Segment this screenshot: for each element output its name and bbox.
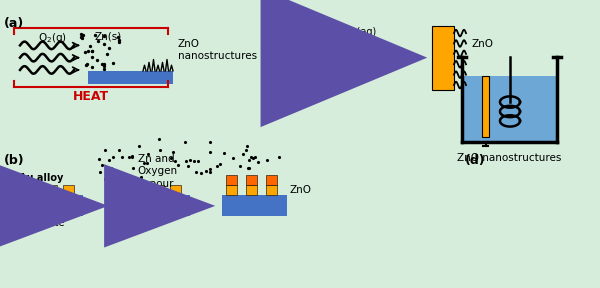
Text: O$_2$(g): O$_2$(g): [38, 31, 67, 45]
Bar: [8, 196, 83, 216]
Bar: [136, 185, 147, 196]
Bar: [63, 185, 74, 196]
Text: (b): (b): [4, 154, 25, 167]
Bar: [246, 185, 257, 196]
Text: (d): (d): [465, 154, 485, 167]
Text: ZnO nanostructures: ZnO nanostructures: [457, 153, 562, 163]
Bar: [266, 185, 277, 196]
Bar: [222, 196, 287, 216]
Text: ZnO: ZnO: [289, 185, 311, 195]
Text: ZnO
nanostructures: ZnO nanostructures: [178, 39, 257, 61]
Bar: [226, 185, 237, 196]
Bar: [170, 185, 181, 196]
Bar: [46, 185, 57, 196]
Text: (a): (a): [4, 17, 24, 30]
Bar: [312, 26, 334, 90]
Bar: [462, 75, 557, 142]
Bar: [266, 175, 277, 185]
Text: electrode: electrode: [319, 38, 328, 77]
Text: (c): (c): [304, 17, 323, 30]
Bar: [88, 71, 173, 84]
Text: ZnO: ZnO: [345, 73, 365, 83]
Text: Au alloy: Au alloy: [19, 173, 64, 183]
Bar: [226, 175, 237, 185]
Bar: [153, 185, 164, 196]
Text: O₂(aq)
+
ZnCl₂(aq): O₂(aq) + ZnCl₂(aq): [345, 27, 391, 60]
Text: HEAT: HEAT: [73, 90, 109, 103]
Bar: [119, 185, 130, 196]
Bar: [12, 185, 23, 196]
Bar: [115, 196, 190, 216]
Bar: [29, 185, 40, 196]
Text: substrate: substrate: [18, 218, 65, 228]
Bar: [246, 175, 257, 185]
Text: Zn(s): Zn(s): [94, 31, 122, 41]
Text: Zn and
Oxygen
vapour: Zn and Oxygen vapour: [137, 154, 178, 189]
Bar: [432, 26, 454, 90]
Text: ZnO: ZnO: [472, 39, 494, 49]
Bar: [482, 75, 489, 137]
